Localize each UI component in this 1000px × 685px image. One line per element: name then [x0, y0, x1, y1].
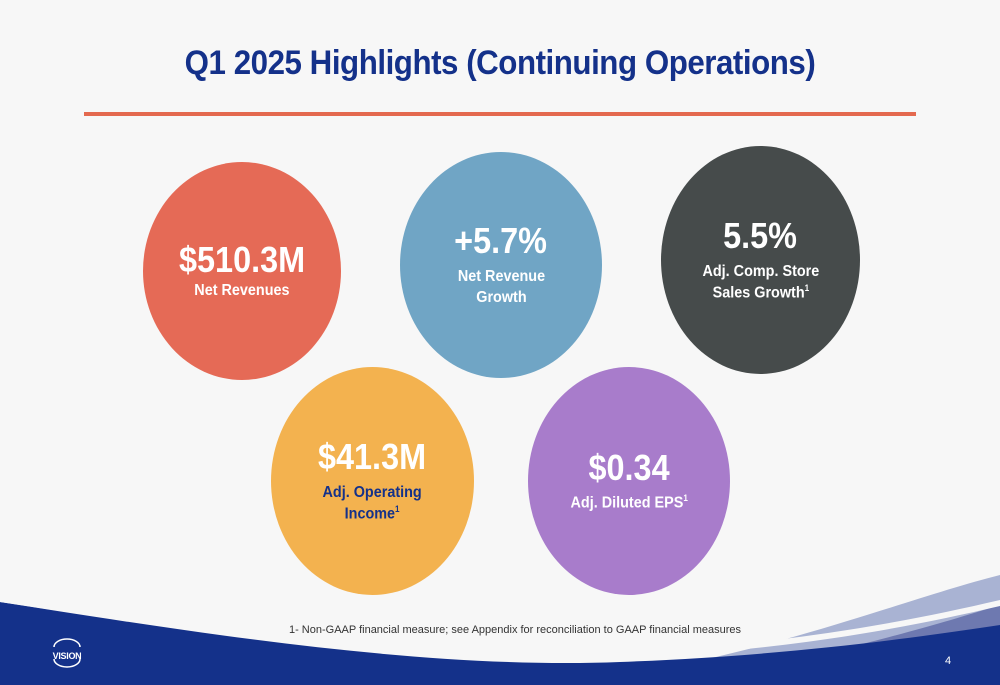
- diluted-eps-value: $0.34: [588, 446, 670, 488]
- net-revenues-bubble: $510.3M Net Revenues: [143, 162, 341, 380]
- page-number: 4: [944, 655, 952, 667]
- operating-income-bubble: $41.3M Adj. Operating Income1: [271, 367, 474, 595]
- comp-store-sales-label: Adj. Comp. Store Sales Growth1: [702, 262, 819, 304]
- net-revenue-growth-label-line2: Growth: [475, 288, 527, 306]
- footer-wave-white: [0, 596, 1000, 658]
- national-vision-logo: [53, 638, 81, 668]
- net-revenue-growth-label: Net Revenue Growth: [457, 267, 544, 309]
- comp-store-sales-bubble: 5.5% Adj. Comp. Store Sales Growth1: [661, 146, 860, 374]
- footer-wave-navy: [0, 602, 1000, 685]
- net-revenues-value: $510.3M: [178, 238, 306, 280]
- comp-store-sales-label-line2: Sales Growth: [712, 283, 805, 301]
- operating-income-footnote-marker: 1: [395, 503, 400, 514]
- diluted-eps-footnote-marker: 1: [683, 493, 688, 504]
- net-revenues-label-line1: Net Revenues: [194, 282, 290, 300]
- comp-store-sales-value: 5.5%: [723, 215, 798, 257]
- diluted-eps-label-line1: Adj. Diluted EPS: [570, 494, 684, 512]
- page-title: Q1 2025 Highlights (Continuing Operation…: [184, 44, 816, 82]
- net-revenue-growth-bubble: +5.7% Net Revenue Growth: [400, 152, 602, 378]
- footer-wave: [0, 575, 1000, 685]
- operating-income-label: Adj. Operating Income1: [323, 483, 422, 525]
- operating-income-value: $41.3M: [318, 436, 427, 478]
- diluted-eps-label: Adj. Diluted EPS1: [570, 493, 687, 514]
- comp-store-sales-footnote-marker: 1: [804, 282, 809, 293]
- logo-text: VISION: [52, 651, 82, 661]
- operating-income-label-line1: Adj. Operating: [322, 483, 423, 501]
- title-divider: [84, 112, 916, 116]
- net-revenues-label: Net Revenues: [194, 281, 289, 302]
- comp-store-sales-label-line1: Adj. Comp. Store: [702, 262, 819, 280]
- net-revenue-growth-value: +5.7%: [454, 220, 548, 262]
- net-revenue-growth-label-line1: Net Revenue: [457, 268, 545, 285]
- footnote: 1- Non-GAAP financial measure; see Appen…: [288, 624, 742, 636]
- operating-income-label-line2: Income: [345, 504, 396, 522]
- diluted-eps-bubble: $0.34 Adj. Diluted EPS1: [528, 367, 730, 595]
